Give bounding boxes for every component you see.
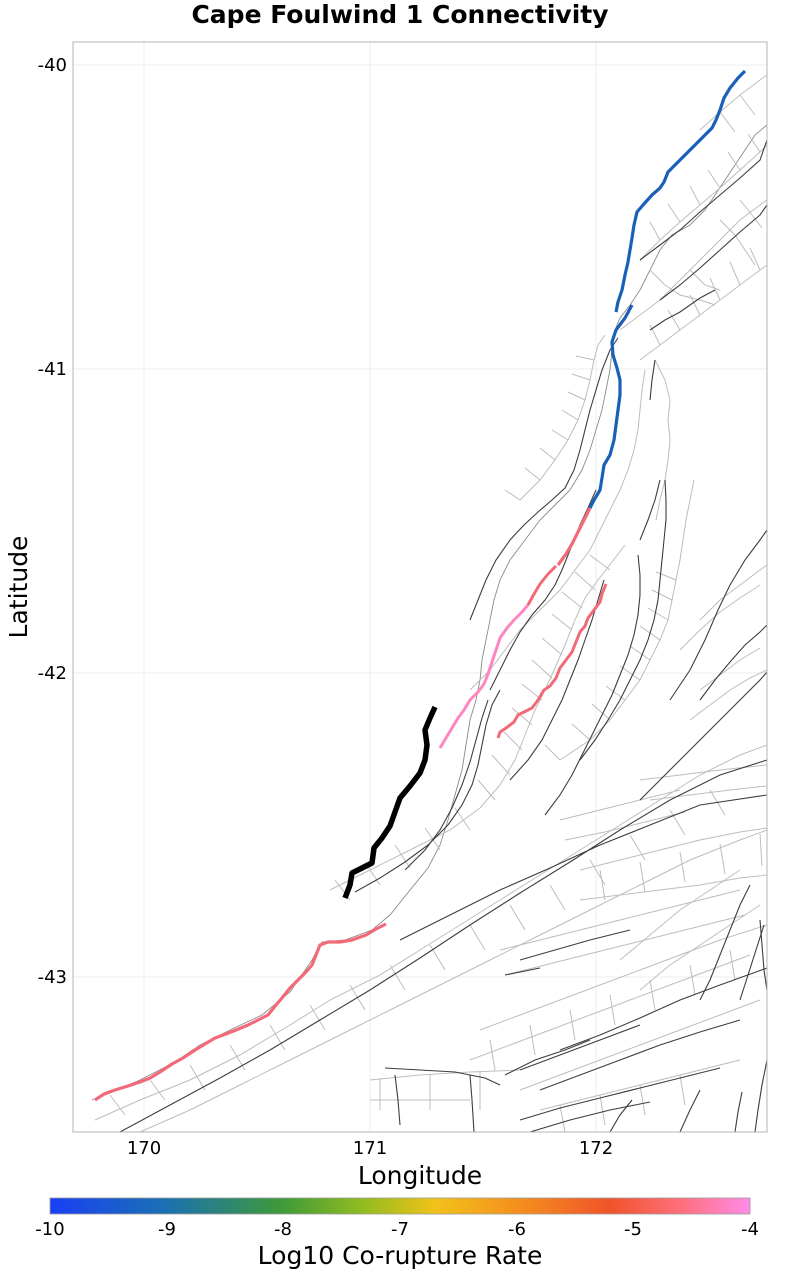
- colorbar: -10 -9 -8 -7 -6 -5 -4 Log10 Co-rupture R…: [35, 1197, 759, 1270]
- colorbar-tick-label: -6: [508, 1219, 526, 1240]
- coastline: [91, 124, 767, 1101]
- pink-rupture-trace-middle: [438, 604, 530, 749]
- red-rupture-trace-east: [496, 583, 608, 739]
- colorbar-tick-label: -9: [158, 1219, 176, 1240]
- x-tick-label: 172: [579, 1138, 613, 1159]
- colorbar-tick-label: -4: [741, 1219, 759, 1240]
- x-axis-label: Longitude: [358, 1161, 482, 1190]
- fault-subsections: [94, 74, 767, 1132]
- gridlines: [73, 42, 767, 1132]
- colorbar-tick-label: -5: [624, 1219, 642, 1240]
- map-title: Cape Foulwind 1 Connectivity: [191, 0, 608, 29]
- colorbar-gradient: [49, 1197, 751, 1215]
- y-tick-label: -43: [38, 967, 67, 988]
- source-fault-trace: [342, 705, 438, 899]
- blue-rupture-trace: [614, 69, 747, 313]
- blue-rupture-trace-south: [588, 304, 634, 509]
- red-rupture-trace-middle: [526, 564, 558, 606]
- y-axis: -40 -41 -42 -43 Latitude: [4, 55, 67, 988]
- fault-traces: [119, 139, 767, 1132]
- red-rupture-trace-upper: [556, 507, 592, 566]
- colorbar-tick-label: -8: [274, 1219, 292, 1240]
- plot-area: [72, 41, 768, 1133]
- x-tick-label: 170: [127, 1138, 161, 1159]
- rupture-traces: [94, 69, 747, 1102]
- y-axis-label: Latitude: [4, 536, 33, 639]
- x-tick-label: 171: [353, 1138, 387, 1159]
- y-tick-label: -40: [38, 55, 67, 76]
- x-axis: 170 171 172 Longitude: [127, 1138, 613, 1190]
- red-rupture-trace-south: [94, 922, 387, 1102]
- colorbar-label: Log10 Co-rupture Rate: [258, 1241, 543, 1270]
- colorbar-tick-label: -10: [35, 1219, 64, 1240]
- colorbar-tick-label: -7: [391, 1219, 409, 1240]
- y-tick-label: -42: [38, 663, 67, 684]
- y-tick-label: -41: [38, 359, 67, 380]
